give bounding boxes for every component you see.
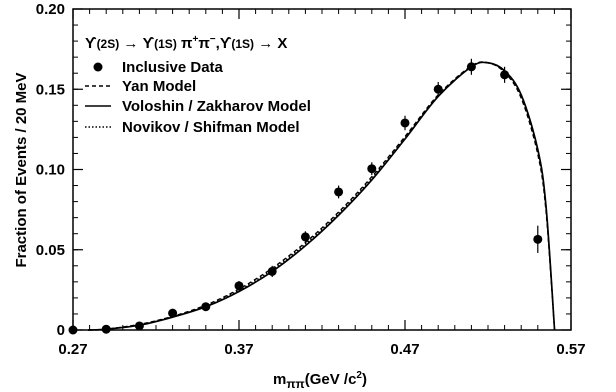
legend: Inclusive Data Yan Model Voloshin / Zakh… (85, 59, 311, 136)
y-tick-label: 0.20 (36, 1, 65, 18)
reaction-annotation: ϒ(2S) → ϒ(1S) π+π−,ϒ(1S) → X (85, 34, 287, 52)
data-point (201, 302, 211, 312)
x-tick-label: 0.57 (556, 341, 585, 358)
x-tick-label: 0.47 (390, 341, 419, 358)
data-point (433, 84, 443, 94)
legend-label-data: Inclusive Data (122, 59, 224, 76)
y-axis-title: Fraction of Events / 20 MeV (13, 72, 30, 267)
data-point (334, 187, 344, 197)
x-axis-title: mππ(GeV /c2) (273, 370, 367, 391)
axes: 0.27 0.37 0.47 0.57 0 0.05 0.10 0.15 0.20 (36, 1, 586, 358)
data-point (134, 321, 144, 331)
data-point (367, 164, 377, 174)
legend-label-yan: Yan Model (122, 78, 196, 95)
data-point (168, 308, 178, 318)
legend-label-voloshin: Voloshin / Zakharov Model (122, 98, 311, 115)
x-tick-label: 0.37 (224, 341, 253, 358)
data-point (466, 62, 476, 72)
y-tick-label: 0.15 (36, 81, 65, 98)
data-point (68, 325, 78, 335)
data-point (533, 234, 543, 244)
y-tick-label: 0.10 (36, 162, 65, 179)
data-point (267, 266, 277, 276)
legend-label-novikov: Novikov / Shifman Model (122, 119, 300, 136)
y-tick-label: 0.05 (36, 242, 65, 259)
data-point (500, 70, 510, 80)
plot-frame (72, 8, 572, 331)
data-point (234, 281, 244, 291)
x-tick-label: 0.27 (58, 341, 87, 358)
data-point (400, 118, 410, 128)
data-points (68, 58, 543, 335)
legend-marker-data (93, 62, 103, 72)
data-point (300, 232, 310, 242)
data-point (101, 324, 111, 334)
y-tick-label: 0 (57, 322, 65, 339)
